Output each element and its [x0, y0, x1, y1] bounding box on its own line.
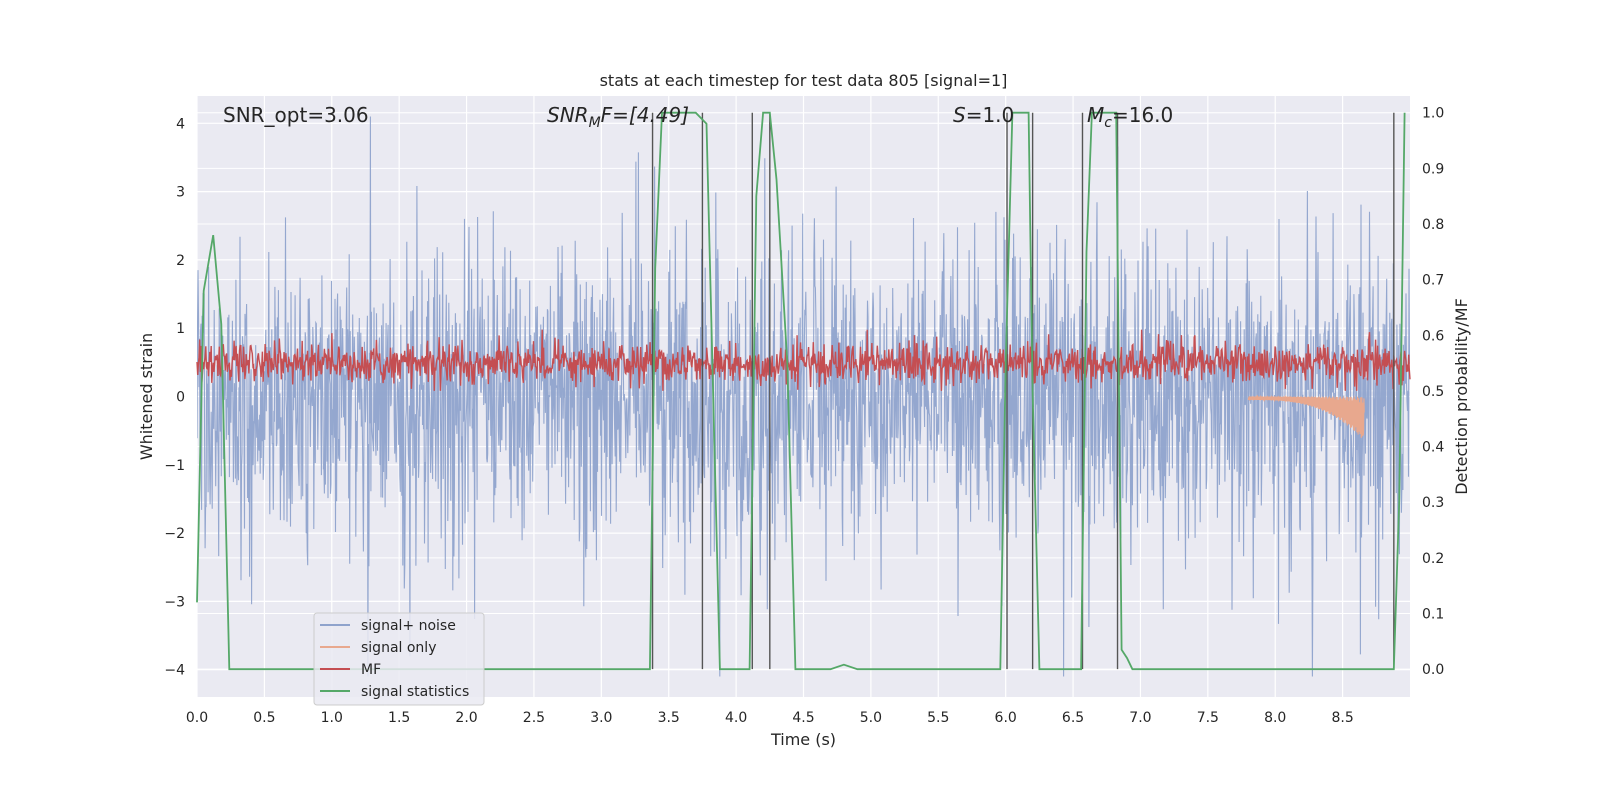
x-tick-label: 8.0 [1264, 710, 1286, 726]
y-tick-label-left: 0 [176, 390, 185, 406]
legend-label: MF [361, 662, 381, 678]
signal-only-line [1247, 394, 1365, 438]
x-tick-label: 0.0 [186, 710, 208, 726]
y-tick-label-right: 0.2 [1422, 551, 1444, 567]
x-tick-label: 6.5 [1062, 710, 1084, 726]
series-mf [196, 329, 1411, 391]
annotation-mc-sub: c [1104, 115, 1112, 131]
y-tick-label-right: 0.0 [1422, 662, 1444, 678]
x-tick-label: 8.5 [1331, 710, 1353, 726]
signal-statistics-line [196, 111, 1406, 671]
x-tick-label: 4.5 [792, 710, 814, 726]
annotation-snr-mf-sub: M [589, 115, 601, 131]
y-tick-label-right: 1.0 [1422, 106, 1444, 122]
annotation-mc-rest: =16.0 [1112, 103, 1173, 127]
annotation-s-rest: =1.0 [966, 103, 1015, 127]
x-tick-label: 2.5 [523, 710, 545, 726]
series-signal-only [1247, 394, 1365, 438]
annotation-s: S=1.0 [953, 103, 1014, 127]
y-tick-label-left: −3 [164, 594, 185, 610]
legend-label: signal statistics [361, 684, 469, 700]
y-tick-label-right: 0.6 [1422, 328, 1444, 344]
y-tick-label-left: 1 [176, 321, 185, 337]
y-tick-label-right: 0.7 [1422, 273, 1444, 289]
y-tick-label-right: 0.3 [1422, 495, 1444, 511]
x-axis-label: Time (s) [770, 730, 836, 749]
x-tick-label: 1.5 [388, 710, 410, 726]
x-tick-label: 5.5 [927, 710, 949, 726]
y-tick-label-left: −2 [164, 526, 185, 542]
x-tick-label: 1.0 [321, 710, 343, 726]
legend: signal+ noise signal only MF signal statist… [313, 612, 485, 706]
series-signal-noise [197, 116, 1410, 677]
series-signal-statistics [196, 111, 1406, 671]
y-tick-label-left: −4 [164, 663, 185, 679]
y-axis-label-left: Whitened strain [137, 333, 156, 460]
legend-box [313, 612, 485, 706]
y-tick-label-right: 0.8 [1422, 217, 1444, 233]
y-tick-label-right: 0.5 [1422, 384, 1444, 400]
x-tick-label: 6.0 [995, 710, 1017, 726]
y-tick-label-left: 3 [176, 185, 185, 201]
legend-label: signal+ noise [361, 618, 456, 634]
annotation-snr-mf-rest: F=[4.49] [601, 103, 689, 127]
annotation-snr-opt: SNR_opt=3.06 [223, 103, 369, 127]
y-tick-label-left: 4 [176, 116, 185, 132]
x-tick-label: 5.0 [860, 710, 882, 726]
axis-ticks: 0.0 0.5 1.0 1.5 2.0 2.5 3.0 3.5 4.0 4.5 5.0 5.5 6.0 6… [164, 106, 1444, 726]
annotation-mc-main: M [1087, 103, 1104, 127]
y-tick-label-right: 0.9 [1422, 161, 1444, 177]
x-tick-label: 2.0 [455, 710, 477, 726]
y-tick-label-left: 2 [176, 253, 185, 269]
y-axis-label-right: Detection probability/MF [1452, 298, 1471, 495]
legend-label: signal only [361, 640, 436, 656]
annotation-snr-mf-main: SNR [547, 103, 589, 127]
x-tick-label: 7.0 [1129, 710, 1151, 726]
y-tick-label-right: 0.4 [1422, 440, 1444, 456]
noise-line [197, 116, 1410, 677]
annotation-s-main: S [953, 103, 966, 127]
x-tick-label: 3.0 [590, 710, 612, 726]
annotation-snr-mf: SNRMF=[4.49] [547, 103, 689, 131]
x-tick-label: 7.5 [1197, 710, 1219, 726]
y-tick-label-left: −1 [164, 458, 185, 474]
annotation-mc: Mc=16.0 [1087, 103, 1173, 131]
mf-line [196, 329, 1411, 391]
x-tick-label: 3.5 [658, 710, 680, 726]
x-tick-label: 0.5 [253, 710, 275, 726]
chart-title: stats at each timestep for test data 805… [600, 71, 1008, 90]
y-tick-label-right: 0.1 [1422, 607, 1444, 623]
x-tick-label: 4.0 [725, 710, 747, 726]
